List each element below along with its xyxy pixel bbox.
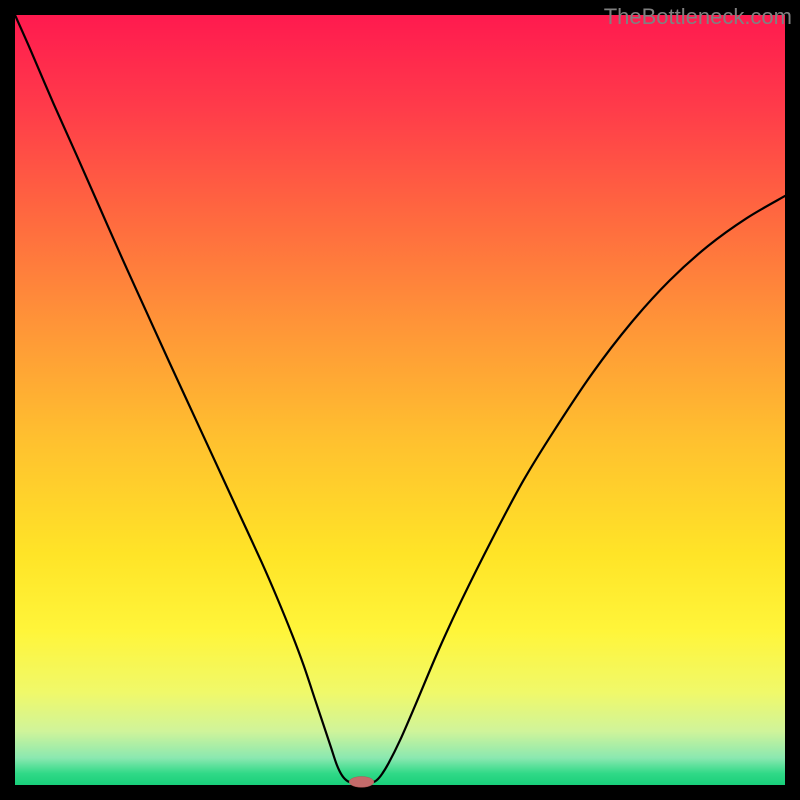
bottleneck-chart: TheBottleneck.com xyxy=(0,0,800,800)
watermark-text: TheBottleneck.com xyxy=(604,4,792,30)
chart-svg xyxy=(0,0,800,800)
minimum-marker xyxy=(349,777,374,788)
plot-background xyxy=(15,15,785,785)
